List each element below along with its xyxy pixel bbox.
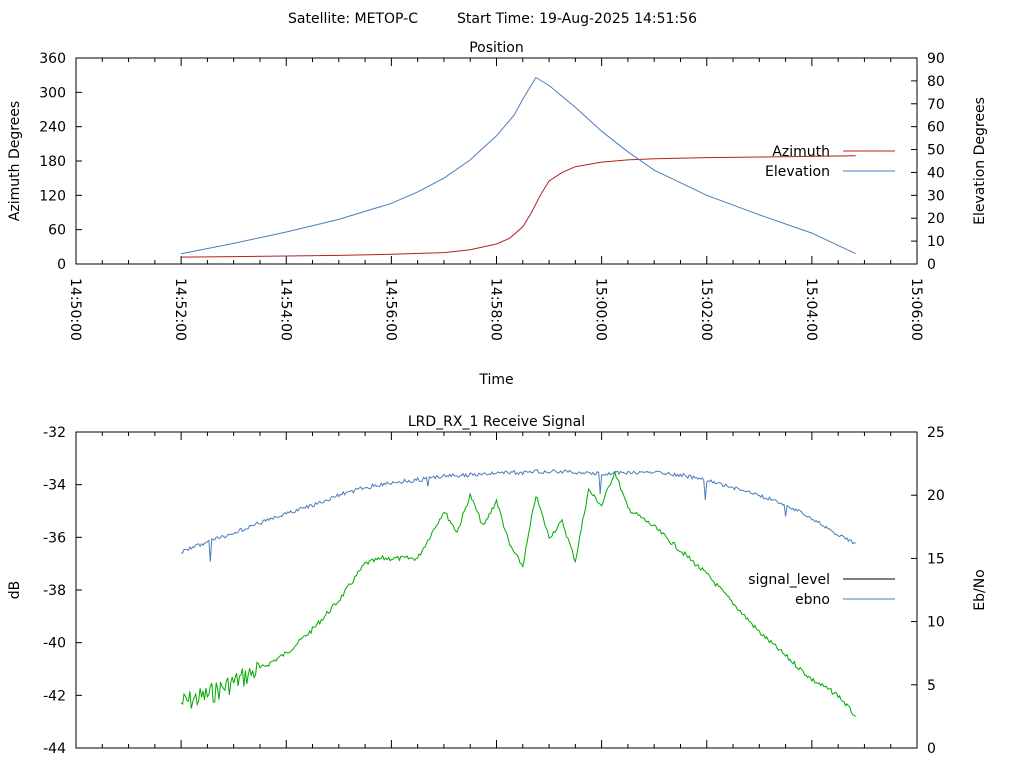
x-tick-label: 15:06:00	[908, 278, 924, 341]
x-tick-label: 15:02:00	[698, 278, 714, 341]
x-tick-label: 14:54:00	[277, 278, 293, 341]
y-tick-label: 360	[39, 51, 66, 67]
start-time-label: Start Time: 19-Aug-2025 14:51:56	[457, 11, 697, 27]
y2-tick-label: 50	[927, 143, 945, 159]
y2-axis-label: Eb/No	[972, 569, 988, 611]
y2-tick-label: 20	[927, 488, 945, 504]
y-tick-label: 300	[39, 85, 66, 101]
satellite-label: Satellite: METOP-C	[288, 11, 418, 27]
y-tick-label: -36	[43, 530, 66, 546]
y2-tick-label: 0	[927, 257, 936, 273]
x-tick-label: 14:52:00	[172, 278, 188, 341]
plot-frame	[75, 57, 918, 265]
y-tick-label: 180	[39, 154, 66, 170]
y-tick-label: -44	[43, 741, 66, 757]
y-tick-label: -38	[43, 583, 66, 599]
y2-tick-label: 70	[927, 97, 945, 113]
y-tick-label: -34	[43, 478, 66, 494]
y2-tick-label: 20	[927, 211, 945, 227]
y2-tick-label: 25	[927, 425, 945, 441]
x-axis-label: Time	[478, 372, 513, 388]
y2-tick-label: 10	[927, 615, 945, 631]
y2-tick-label: 40	[927, 165, 945, 181]
y2-axis-label: Elevation Degrees	[972, 97, 988, 225]
y-tick-label: -42	[43, 688, 66, 704]
x-tick-label: 15:00:00	[593, 278, 609, 341]
receive-signal-chart: LRD_RX_1 Receive Signal -32 -34 -36 -38 -40 -4…	[7, 414, 988, 757]
series-line-Elevation	[181, 76, 856, 255]
legend-label: ebno	[795, 592, 830, 608]
position-chart: Position 14:50:00 14:52:00 14:54:00 14:56:00…	[7, 40, 988, 388]
series-line-signal_level	[180, 471, 856, 717]
y-axis-label: Azimuth Degrees	[7, 101, 23, 221]
y-tick-label: 240	[39, 120, 66, 136]
legend-label: Azimuth	[772, 144, 830, 160]
plot-frame	[75, 431, 918, 749]
y2-tick-label: 60	[927, 120, 945, 136]
series-line-Azimuth	[181, 155, 856, 258]
chart-title: LRD_RX_1 Receive Signal	[408, 414, 585, 430]
y-tick-label: 120	[39, 188, 66, 204]
series-line-ebno	[181, 468, 856, 562]
x-tick-label: 14:56:00	[382, 278, 398, 341]
y-axis-label: dB	[7, 581, 23, 600]
y2-tick-label: 80	[927, 74, 945, 90]
y2-tick-label: 90	[927, 51, 945, 67]
x-tick-label: 15:04:00	[803, 278, 819, 341]
chart-title: Position	[469, 40, 524, 56]
y-tick-label: -32	[43, 425, 66, 441]
y-tick-label: 60	[48, 223, 66, 239]
y2-tick-label: 5	[927, 678, 936, 694]
x-tick-label: 14:58:00	[488, 278, 504, 341]
y2-tick-label: 10	[927, 234, 945, 250]
x-tick-label: 14:50:00	[67, 278, 83, 341]
y-tick-label: 0	[57, 257, 66, 273]
legend-label: signal_level	[748, 572, 830, 588]
y2-tick-label: 0	[927, 741, 936, 757]
y-tick-label: -40	[43, 636, 66, 652]
y2-tick-label: 15	[927, 551, 945, 567]
legend-label: Elevation	[765, 164, 830, 180]
y2-tick-label: 30	[927, 188, 945, 204]
